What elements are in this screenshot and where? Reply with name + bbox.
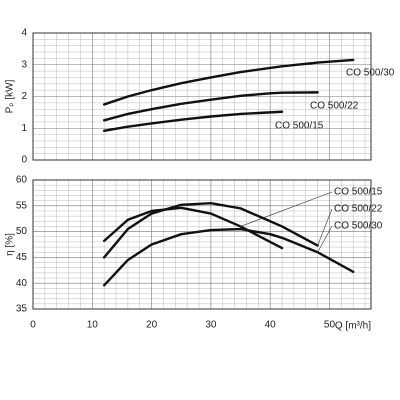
series-line	[102, 58, 355, 106]
y-tick-label: 1	[21, 123, 27, 134]
x-axis-label: Q [m³/h]	[335, 321, 371, 332]
x-tick-label: 0	[30, 320, 36, 331]
y-tick-label: 50	[16, 226, 28, 237]
series-label: CO 500/15	[334, 187, 383, 198]
series-label: CO 500/22	[310, 101, 359, 112]
y-axis-label: η [%]	[5, 233, 16, 256]
x-tick-label: 40	[265, 320, 277, 331]
y-tick-label: 4	[21, 28, 27, 39]
series-label: CO 500/22	[334, 204, 383, 215]
series-label: CO 500/15	[275, 121, 324, 132]
y-tick-label: 0	[21, 155, 27, 166]
y-tick-label: 45	[16, 252, 28, 263]
y-tick-label: 40	[16, 278, 28, 289]
leader-line	[240, 191, 333, 227]
y-tick-label: 35	[16, 304, 28, 315]
x-tick-label: 20	[146, 320, 158, 331]
y-tick-label: 3	[21, 59, 27, 70]
series-line	[102, 227, 355, 287]
y-axis-label: Pₚ [kW]	[5, 79, 16, 113]
y-tick-label: 55	[16, 200, 28, 211]
series-line	[102, 91, 319, 122]
y-tick-label: 60	[16, 175, 28, 186]
x-tick-label: 50	[324, 320, 336, 331]
plot-frame	[32, 179, 372, 310]
x-tick-label: 10	[87, 320, 99, 331]
leader-line	[317, 208, 333, 246]
y-tick-label: 2	[21, 91, 27, 102]
series-line	[102, 110, 284, 132]
series-label: CO 500/30	[334, 221, 383, 232]
plot-frame	[32, 32, 372, 161]
series-label: CO 500/30	[346, 68, 395, 79]
leader-line	[317, 225, 333, 253]
series-line	[102, 202, 319, 259]
x-tick-label: 30	[205, 320, 217, 331]
series-line	[102, 206, 284, 250]
